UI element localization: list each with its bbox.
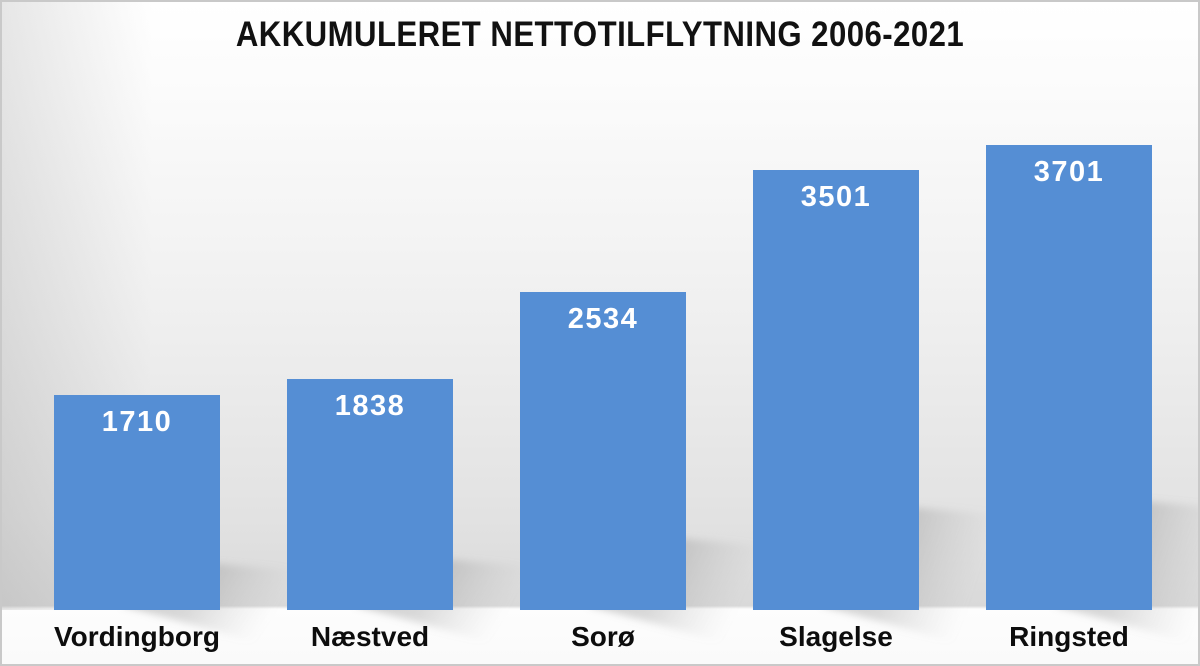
bar-value-label-slagelse: 3501 (800, 181, 872, 213)
bar-value-label-naestved: 1838 (334, 390, 406, 422)
x-axis-label-ringsted: Ringsted (1009, 621, 1129, 652)
bar-naestved: 1838 (287, 379, 453, 610)
bar-value-label-soro: 2534 (567, 303, 639, 335)
bar-value-label-vordingborg: 1710 (101, 406, 173, 438)
x-axis-label-vordingborg: Vordingborg (54, 621, 220, 652)
chart-title: AKKUMULERET NETTOTILFLYTNING 2006-2021 (235, 15, 965, 54)
x-axis-label-naestved: Næstved (310, 621, 430, 652)
bar-value-label-ringsted: 3701 (1033, 156, 1105, 188)
bar-ringsted: 3701 (986, 145, 1152, 610)
x-axis-label-soro: Sorø (571, 621, 635, 652)
bar-slagelse: 3501 (753, 170, 919, 610)
bar-soro: 2534 (520, 292, 686, 610)
bar-vordingborg: 1710 (54, 395, 220, 610)
x-axis-label-slagelse: Slagelse (779, 621, 893, 652)
